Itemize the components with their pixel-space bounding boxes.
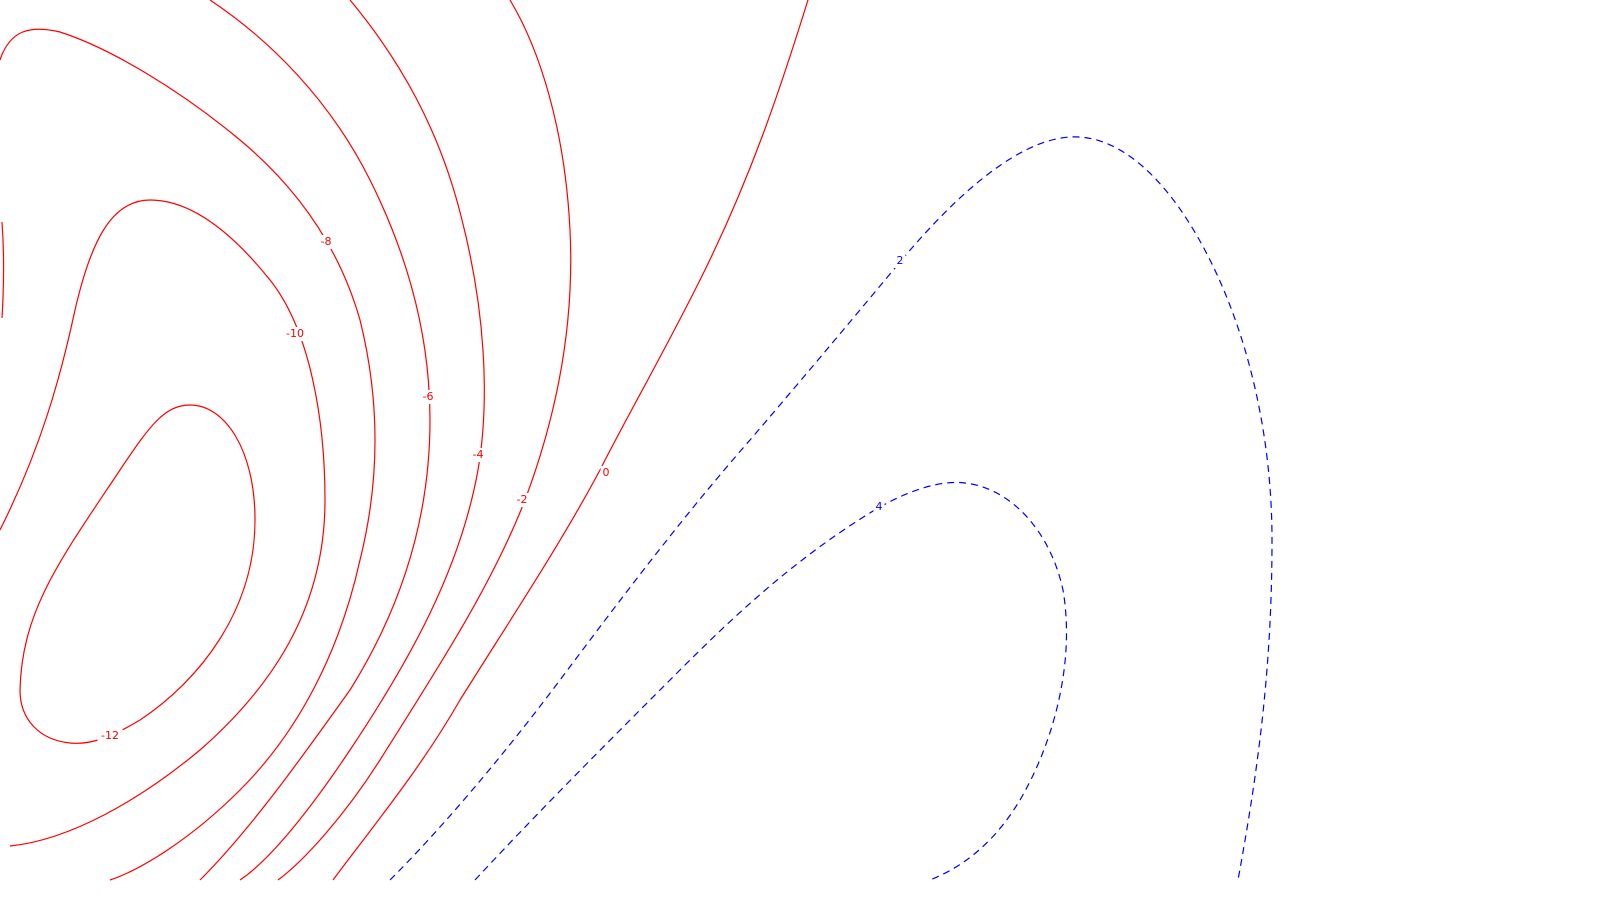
contour-label-minus-8: -8	[321, 235, 332, 248]
contour-label-minus-4: -4	[473, 448, 484, 461]
contour-label-bg-4	[873, 500, 885, 514]
contour-line-plus-2	[389, 136, 1273, 881]
contour-label-bg-minus-10	[282, 327, 308, 341]
contour-label-minus-6: -6	[423, 390, 434, 403]
contour-label-bg-minus-2	[513, 493, 531, 507]
contour-line-minus-10	[0, 199, 326, 847]
contour-label-0: 0	[603, 466, 610, 479]
contour-line-minus-8-edge	[1, 221, 5, 319]
contour-label-2: 2	[897, 254, 904, 267]
contour-label-bg-minus-12	[97, 729, 123, 743]
contour-label-minus-12: -12	[101, 729, 119, 742]
contour-label-bg-minus-4	[469, 448, 487, 462]
contour-label-bg-2	[894, 254, 906, 268]
contour-line-minus-4	[239, 0, 485, 881]
negative-contours	[0, 0, 809, 881]
contour-line-minus-6	[199, 0, 431, 881]
contour-labels: -12 -10 -8 -6 -4 -2 0 2 4	[97, 235, 906, 743]
contour-label-bg-minus-8	[317, 235, 335, 249]
contour-line-zero	[332, 0, 809, 881]
contour-line-plus-4	[474, 481, 1068, 881]
contour-line-minus-8	[0, 28, 376, 881]
contour-line-minus-12	[19, 404, 256, 744]
contour-label-minus-2: -2	[517, 493, 528, 506]
contour-label-minus-10: -10	[286, 327, 304, 340]
contour-label-bg-minus-6	[419, 390, 437, 404]
contour-label-bg-0	[600, 466, 612, 480]
contour-label-4: 4	[876, 500, 883, 513]
positive-contours	[389, 136, 1273, 881]
